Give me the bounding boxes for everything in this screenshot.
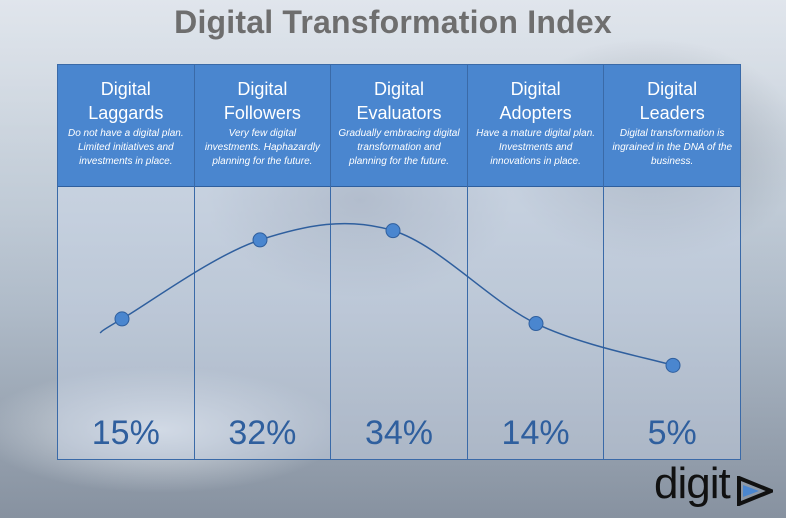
column-description: Have a mature digital plan. Investments … bbox=[476, 128, 596, 167]
percent-label: 5% bbox=[647, 414, 697, 452]
column-header: Digital Adopters Have a mature digital p… bbox=[467, 65, 604, 187]
column-description: Very few digital investments. Haphazardl… bbox=[204, 128, 320, 167]
page-title: Digital Transformation Index bbox=[174, 4, 612, 40]
column-name-line2: Leaders bbox=[639, 103, 705, 123]
percent-label: 32% bbox=[228, 414, 297, 452]
brand-logo: digit bbox=[654, 459, 731, 508]
column-header: Digital Evaluators Gradually embracing d… bbox=[331, 65, 467, 187]
column-laggards: Digital Laggards Do not have a digital p… bbox=[58, 65, 195, 459]
percent-label: 34% bbox=[364, 414, 434, 452]
column-followers: Digital Followers Very few digital inves… bbox=[194, 65, 332, 459]
column-name-line1: Digital bbox=[647, 79, 698, 99]
column-name-line2: Laggards bbox=[88, 103, 164, 123]
column-name-line1: Digital bbox=[100, 79, 151, 99]
column-name-line1: Digital bbox=[373, 79, 424, 99]
column-name-line1: Digital bbox=[237, 79, 288, 99]
column-name-line2: Adopters bbox=[499, 103, 572, 123]
column-header: Digital Laggards Do not have a digital p… bbox=[58, 65, 194, 187]
triangle-play-icon bbox=[737, 476, 773, 506]
column-body: 15% bbox=[58, 187, 194, 459]
column-body: 34% bbox=[331, 187, 467, 459]
column-leaders: Digital Leaders Digital transformation i… bbox=[604, 65, 740, 459]
column-header: Digital Leaders Digital transformation i… bbox=[604, 65, 740, 187]
column-body: 32% bbox=[194, 187, 331, 459]
percent-label: 14% bbox=[501, 414, 570, 452]
column-name-line2: Evaluators bbox=[356, 103, 442, 123]
column-description: Digital transformation is ingrained in t… bbox=[612, 128, 733, 167]
column-header: Digital Followers Very few digital inves… bbox=[194, 65, 331, 187]
column-body: 14% bbox=[467, 187, 604, 459]
column-body: 5% bbox=[604, 187, 740, 459]
column-name-line2: Followers bbox=[223, 103, 301, 123]
column-description: Do not have a digital plan. Limited init… bbox=[67, 128, 184, 167]
column-evaluators: Digital Evaluators Gradually embracing d… bbox=[331, 65, 468, 459]
column-adopters: Digital Adopters Have a mature digital p… bbox=[467, 65, 605, 459]
index-table: Digital Laggards Do not have a digital p… bbox=[57, 64, 741, 460]
column-description: Gradually embracing digital transformati… bbox=[338, 128, 460, 167]
percent-label: 15% bbox=[91, 414, 160, 452]
column-name-line1: Digital bbox=[510, 79, 561, 99]
